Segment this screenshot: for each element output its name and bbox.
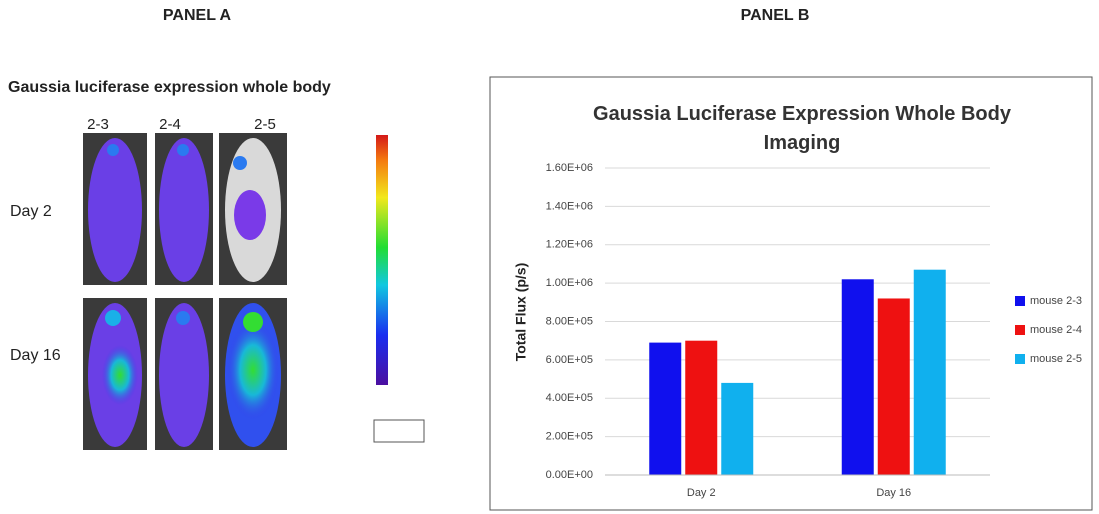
legend-label: mouse 2-3	[1030, 295, 1082, 307]
y-tick-label: 1.40E+06	[546, 200, 593, 212]
bar	[721, 383, 753, 475]
y-tick-label: 1.20E+06	[546, 239, 593, 251]
legend-swatch	[1015, 296, 1025, 306]
y-tick-label: 8.00E+05	[546, 315, 593, 327]
figure: PANEL A PANEL B Gaussia luciferase expre…	[0, 0, 1099, 514]
legend-swatch	[1015, 354, 1025, 364]
column-label: 2-5	[254, 116, 276, 133]
row-label: Day 16	[10, 347, 61, 364]
color-scale	[376, 135, 388, 385]
y-tick-label: 0.00E+00	[546, 469, 593, 481]
x-tick-label: Day 2	[687, 487, 716, 499]
y-tick-label: 4.00E+05	[546, 392, 593, 404]
image-title: Gaussia luciferase expression whole body	[8, 79, 331, 96]
bar	[685, 341, 717, 475]
y-tick-label: 1.00E+06	[546, 277, 593, 289]
column-label: 2-3	[87, 116, 109, 133]
legend-swatch	[1015, 325, 1025, 335]
page: {"panels": {"a": "PANEL A", "b": "PANEL …	[0, 0, 1099, 514]
y-tick-label: 6.00E+05	[546, 354, 593, 366]
legend-label: mouse 2-4	[1030, 324, 1082, 336]
bar	[878, 298, 910, 475]
panel-label: PANEL B	[741, 7, 810, 24]
column-label: 2-4	[159, 116, 181, 133]
y-axis-label: Total Flux (p/s)	[513, 263, 529, 362]
bar	[842, 279, 874, 475]
bar	[914, 270, 946, 475]
chart-title: Gaussia Luciferase Expression Whole Body…	[582, 100, 1022, 158]
bar	[649, 343, 681, 475]
y-tick-label: 2.00E+05	[546, 431, 593, 443]
legend-label: mouse 2-5	[1030, 353, 1082, 365]
scale-box	[374, 420, 424, 442]
y-tick-label: 1.60E+06	[546, 162, 593, 174]
row-label: Day 2	[10, 203, 52, 220]
mouse-images	[83, 133, 287, 450]
panel-label: PANEL A	[163, 7, 232, 24]
x-tick-label: Day 16	[876, 487, 911, 499]
